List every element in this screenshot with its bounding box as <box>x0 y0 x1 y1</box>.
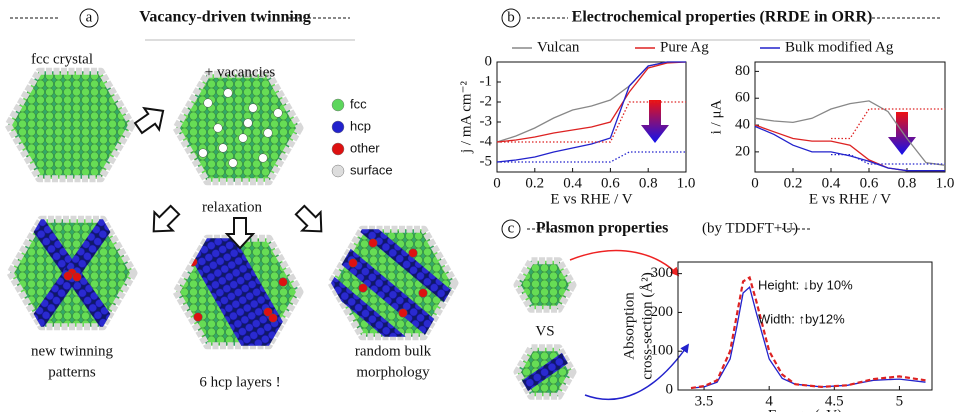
x-tick-label: 0.8 <box>639 175 658 191</box>
atom <box>199 149 208 158</box>
y-tick-label: -5 <box>480 153 493 169</box>
x-tick-label: 0.4 <box>822 175 841 191</box>
y-tick-label: 0 <box>485 53 493 69</box>
x-axis-label: E vs RHE / V <box>550 191 632 207</box>
x-tick-label: 0.4 <box>563 175 582 191</box>
panel-title: Electrochemical properties (RRDE in ORR) <box>572 9 873 26</box>
x-tick-label: 1.0 <box>936 175 955 191</box>
y-tick-label: -1 <box>480 73 493 89</box>
y-axis-label: j / mA cm⁻² <box>458 81 474 155</box>
legend-swatch <box>332 143 344 155</box>
caption: patterns <box>48 364 96 380</box>
atom <box>219 144 228 153</box>
flow-arrow <box>144 201 184 241</box>
series-line <box>497 152 686 162</box>
atom <box>239 134 248 143</box>
atom <box>214 124 223 133</box>
decor <box>8 18 940 401</box>
y-tick-label: 80 <box>735 63 750 79</box>
flow-arrow <box>291 201 331 241</box>
atom <box>349 259 358 268</box>
atom <box>399 309 408 318</box>
caption: 6 hcp layers ! <box>199 374 280 390</box>
caption: fcc crystal <box>31 51 93 67</box>
atom <box>259 154 268 163</box>
legend-label: hcp <box>350 118 371 133</box>
atom <box>359 284 368 293</box>
series-line <box>831 109 945 139</box>
atom <box>369 239 378 248</box>
cluster <box>517 261 573 309</box>
y-tick-label: 0 <box>666 381 674 397</box>
atom <box>249 104 258 113</box>
panel-title: Plasmon properties <box>536 220 669 237</box>
cluster <box>176 74 300 181</box>
atom <box>224 89 233 98</box>
legend-label: Vulcan <box>537 39 580 55</box>
atom <box>229 159 238 168</box>
atom <box>194 313 203 322</box>
cluster <box>8 71 132 178</box>
x-tick-label: 0.2 <box>525 175 544 191</box>
series-line <box>691 287 926 388</box>
x-tick-label: 0.6 <box>601 175 620 191</box>
atom <box>204 99 213 108</box>
legend-label: Bulk modified Ag <box>785 39 894 55</box>
caption: random bulk <box>355 343 432 359</box>
x-tick-label: 0 <box>493 175 501 191</box>
annotation: Width: ↑by12% <box>758 311 845 326</box>
x-tick-label: 0 <box>751 175 759 191</box>
y-tick-label: 20 <box>735 143 750 159</box>
caption: new twinning <box>31 343 114 359</box>
atom <box>279 278 288 287</box>
y-tick-label: 60 <box>735 90 750 106</box>
y-tick-label: -3 <box>480 113 493 129</box>
legend-swatch <box>332 99 344 111</box>
y-axis-label: i / μA <box>708 99 724 134</box>
legend-label: Pure Ag <box>660 39 709 55</box>
legend-label: surface <box>350 162 393 177</box>
flow-arrow <box>131 100 170 139</box>
atom <box>409 249 418 258</box>
panel-label: a <box>86 9 93 25</box>
atom <box>269 314 278 323</box>
caption: + vacancies <box>205 64 276 80</box>
caption: relaxation <box>202 199 262 215</box>
change-arrow <box>641 100 669 143</box>
legend-swatch <box>332 121 344 133</box>
panel-title: Vacancy-driven twinning <box>139 9 310 26</box>
legend-label: other <box>350 140 380 155</box>
series-line <box>691 278 926 389</box>
atom <box>264 129 273 138</box>
x-axis-label: E vs RHE / V <box>809 191 891 207</box>
x-tick-label: 0.8 <box>898 175 917 191</box>
annotation: Height: ↓by 10% <box>758 277 853 292</box>
atom <box>244 119 253 128</box>
atom <box>64 272 73 281</box>
legend-swatch <box>332 165 344 177</box>
caption: VS <box>535 323 554 339</box>
y-axis-label: Absorption <box>621 292 637 360</box>
x-tick-label: 0.6 <box>860 175 879 191</box>
y-axis-label: cross-section (Å²) <box>639 272 655 379</box>
panel-subtitle: (by TDDFT+U) <box>702 220 798 236</box>
y-tick-label: 40 <box>735 116 750 132</box>
x-tick-label: 3.5 <box>695 393 714 409</box>
y-tick-label: -2 <box>480 93 493 109</box>
x-tick-label: 5 <box>896 393 904 409</box>
y-tick-label: -4 <box>480 133 493 149</box>
x-tick-label: 1.0 <box>677 175 696 191</box>
legend-label: fcc <box>350 96 367 111</box>
panel-label: c <box>508 220 515 236</box>
panel-label: b <box>507 9 515 25</box>
atom <box>419 289 428 298</box>
caption: morphology <box>356 364 430 380</box>
x-axis-label: Energy (eV) <box>768 407 842 412</box>
x-tick-label: 0.2 <box>784 175 803 191</box>
figure: a Vacancy-driven twinning fcc crystal + … <box>0 0 962 412</box>
atom <box>73 273 82 282</box>
atom <box>274 109 283 118</box>
